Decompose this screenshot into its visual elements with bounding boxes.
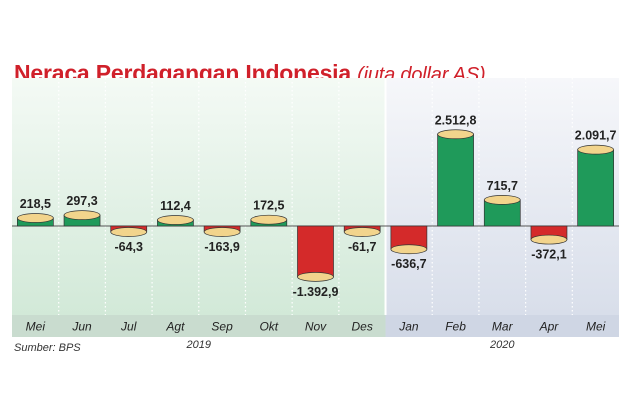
category-tick-label: Mar xyxy=(492,320,514,334)
value-label: 112,4 xyxy=(160,199,191,213)
bar-negative xyxy=(110,225,148,237)
value-label: -636,7 xyxy=(391,257,426,271)
bar-cap xyxy=(530,234,568,245)
bar-cap xyxy=(110,227,148,237)
bar-negative xyxy=(297,225,334,282)
value-label: 715,7 xyxy=(487,179,518,193)
value-label: 218,5 xyxy=(20,197,51,211)
year-label: 2020 xyxy=(489,339,515,351)
category-tick-label: Mei xyxy=(26,320,46,334)
bar-cap xyxy=(390,244,428,255)
bar-positive xyxy=(157,215,194,227)
bar-body xyxy=(577,149,615,227)
category-tick-label: Nov xyxy=(305,320,327,334)
value-label: -64,3 xyxy=(114,240,143,254)
bar-positive xyxy=(483,195,521,227)
value-label: -372,1 xyxy=(531,248,566,262)
value-label: -1.392,9 xyxy=(293,285,339,299)
value-label: 2.091,7 xyxy=(575,129,617,143)
bar-cap xyxy=(63,210,101,220)
value-label: 172,5 xyxy=(253,199,284,213)
category-tick-label: Mei xyxy=(586,320,606,334)
category-tick-label: Sep xyxy=(211,320,233,334)
year-label: 2019 xyxy=(186,339,211,351)
source-note: Sumber: BPS xyxy=(14,342,81,354)
bar-negative xyxy=(390,225,428,255)
bar-cap xyxy=(203,227,241,237)
bar-cap xyxy=(16,213,54,223)
category-tick-label: Jan xyxy=(398,320,419,334)
bar-positive xyxy=(63,210,101,227)
bar-negative xyxy=(343,225,381,237)
category-tick-label: Apr xyxy=(539,320,560,334)
category-tick-label: Okt xyxy=(259,320,278,334)
bar-positive xyxy=(437,129,474,227)
category-tick-label: Jun xyxy=(71,320,92,334)
axis-band-2020 xyxy=(385,315,619,337)
bar-cap xyxy=(437,129,474,140)
bar-cap xyxy=(297,271,334,282)
bar-negative xyxy=(530,225,568,245)
bar-positive xyxy=(250,214,288,227)
bar-cap xyxy=(157,215,194,225)
bar-cap xyxy=(577,144,615,155)
bar-cap xyxy=(483,195,521,205)
bar-cap xyxy=(250,214,288,225)
value-label: -61,7 xyxy=(348,240,377,254)
category-tick-label: Des xyxy=(352,320,373,334)
bar-positive xyxy=(16,213,54,227)
bar-body xyxy=(437,133,474,227)
bar-cap xyxy=(343,227,381,237)
value-label: 2.512,8 xyxy=(435,113,477,127)
bar-positive xyxy=(577,144,615,227)
value-label: -163,9 xyxy=(204,240,239,254)
category-tick-label: Feb xyxy=(445,320,466,334)
bar-body xyxy=(297,225,334,278)
category-tick-label: Agt xyxy=(165,320,185,334)
bar-negative xyxy=(203,225,241,237)
value-label: 297,3 xyxy=(66,194,97,208)
category-tick-label: Jul xyxy=(120,320,137,334)
